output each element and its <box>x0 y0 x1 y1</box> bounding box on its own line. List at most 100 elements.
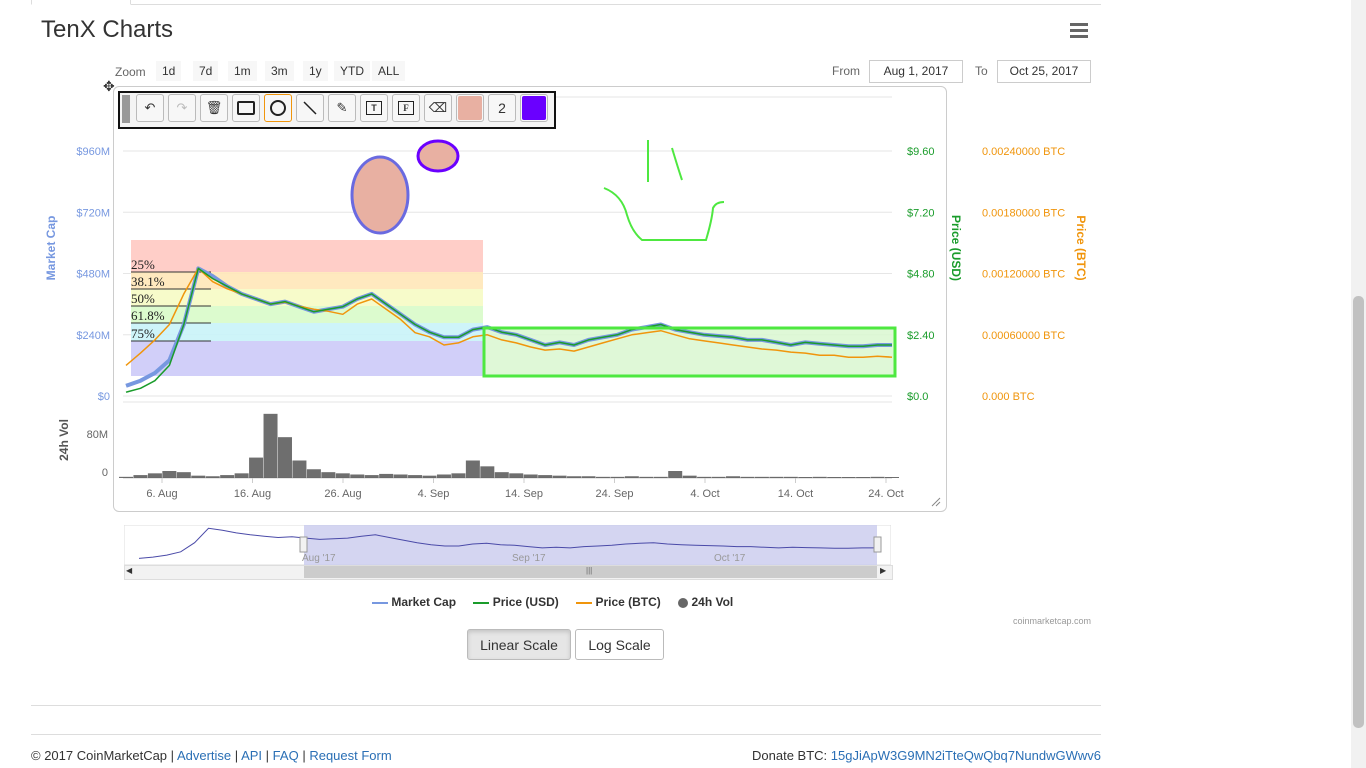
market-cap-tick-label: $480M <box>76 269 110 281</box>
from-date-input[interactable]: Aug 1, 2017 <box>869 60 963 83</box>
volume-tick-label: 0 <box>102 467 108 479</box>
resize-handle-icon <box>931 497 941 507</box>
price-usd-tick-label: $9.60 <box>907 146 935 158</box>
rectangle-tool-icon[interactable] <box>232 94 260 122</box>
x-tick-label: 16. Aug <box>234 488 271 500</box>
font-tool-icon[interactable]: F <box>392 94 420 122</box>
navigator[interactable]: Aug '17 Sep '17 Oct '17 <box>124 525 891 565</box>
volume-axis-title: 24h Vol <box>57 419 71 461</box>
price-usd-tick-label: $2.40 <box>907 330 935 342</box>
volume-bar <box>798 477 813 478</box>
toolbar-drag-handle[interactable] <box>122 95 130 123</box>
zoom-all-button[interactable]: ALL <box>372 61 406 81</box>
ellipse-tool-icon[interactable] <box>264 94 292 122</box>
legend-market-cap[interactable]: Market Cap <box>391 595 457 609</box>
legend-volume[interactable]: 24h Vol <box>691 595 734 609</box>
price-usd-tick-label: $4.80 <box>907 269 935 281</box>
volume-bar <box>783 476 798 478</box>
zoom-7d-button[interactable]: 7d <box>193 61 219 81</box>
donate-section: Donate BTC: 15gJiApW3G9MN2iTteQwQbq7Nund… <box>752 748 1101 763</box>
donate-label: Donate BTC: <box>752 748 828 763</box>
price-btc-axis-title: Price (BTC) <box>1074 215 1088 280</box>
fibonacci-zone <box>131 272 483 289</box>
pencil-tool-icon[interactable]: ✎ <box>328 94 356 122</box>
advertise-link[interactable]: Advertise <box>176 748 232 763</box>
volume-bar <box>393 474 408 478</box>
active-tab[interactable] <box>31 0 131 5</box>
volume-bar <box>624 476 639 478</box>
navigator-scrollbar-thumb[interactable] <box>304 566 877 578</box>
volume-bar <box>885 477 899 478</box>
navigator-label-oct: Oct '17 <box>714 553 746 564</box>
to-date-input[interactable]: Oct 25, 2017 <box>997 60 1091 83</box>
volume-bar <box>480 466 495 478</box>
redo-icon[interactable]: ↷ <box>168 94 196 122</box>
log-scale-button[interactable]: Log Scale <box>575 629 664 660</box>
line-tool-icon[interactable] <box>296 94 324 122</box>
volume-bar <box>841 477 856 478</box>
credit-link[interactable]: coinmarketcap.com <box>1013 616 1092 626</box>
zoom-3m-button[interactable]: 3m <box>265 61 294 81</box>
market-cap-tick-label: $720M <box>76 207 110 219</box>
volume-bar <box>740 476 755 478</box>
fill-color-swatch[interactable] <box>456 94 484 122</box>
ellipse-annotation-small <box>416 139 460 173</box>
highlight-rectangle-fill <box>484 328 895 376</box>
page-scrollbar-thumb[interactable] <box>1353 296 1364 728</box>
request-form-link[interactable]: Request Form <box>309 748 392 763</box>
api-link[interactable]: API <box>241 748 263 763</box>
volume-bar <box>379 473 394 478</box>
stroke-color-swatch[interactable] <box>520 94 548 122</box>
text-tool-icon[interactable]: T <box>360 94 388 122</box>
volume-bar <box>856 477 871 478</box>
volume-bar <box>263 413 278 478</box>
copyright-text: © 2017 CoinMarketCap | <box>31 748 175 763</box>
navigator-line <box>138 527 876 559</box>
market-cap-axis-title: Market Cap <box>44 216 58 281</box>
zoom-1d-button[interactable]: 1d <box>156 61 182 81</box>
zoom-1m-button[interactable]: 1m <box>228 61 257 81</box>
page-title: TenX Charts <box>41 16 174 43</box>
volume-bar <box>653 476 668 478</box>
scroll-left-icon[interactable]: ◀ <box>126 566 133 575</box>
volume-bar <box>682 475 697 478</box>
axis-labels: $960M $720M $480M $240M $0 $9.60 $7.20 $4.80 $2.… <box>44 146 1088 500</box>
volume-bar <box>205 476 220 478</box>
zoom-1y-button[interactable]: 1y <box>303 61 328 81</box>
x-tick-label: 14. Oct <box>778 488 813 500</box>
divider <box>31 734 1101 735</box>
scroll-right-icon[interactable]: ▶ <box>880 566 887 575</box>
legend-price-usd[interactable]: Price (USD) <box>492 595 559 609</box>
market-cap-tick-label: $0 <box>98 391 110 403</box>
move-cursor-icon[interactable]: ✥ <box>103 78 115 94</box>
volume-bar <box>668 471 683 478</box>
volume-bar <box>176 472 191 478</box>
volume-bar <box>350 474 365 478</box>
undo-icon[interactable]: ↶ <box>136 94 164 122</box>
stroke-width-selector[interactable]: 2 <box>488 94 516 122</box>
donate-address-link[interactable]: 15gJiApW3G9MN2iTteQwQbq7NundwGWwv6 <box>830 748 1101 763</box>
legend: Market Cap Price (USD) Price (BTC) 24h V… <box>372 595 733 609</box>
hamburger-menu-icon[interactable] <box>1070 23 1088 39</box>
volume-bar <box>769 476 784 478</box>
volume-bar <box>364 475 379 478</box>
linear-scale-button[interactable]: Linear Scale <box>467 629 571 660</box>
volume-tick-label: 80M <box>87 429 108 441</box>
volume-bar <box>754 476 769 478</box>
footer-separator: | <box>265 748 270 763</box>
x-tick-label: 26. Aug <box>324 488 361 500</box>
price-usd-axis-title: Price (USD) <box>949 215 963 281</box>
legend-price-btc-swatch <box>576 601 593 604</box>
volume-bar <box>523 474 538 478</box>
legend-price-btc[interactable]: Price (BTC) <box>595 595 661 609</box>
trash-icon[interactable]: 🗑 <box>200 94 228 122</box>
freehand-annotation-smile <box>603 187 725 241</box>
navigator-series <box>138 527 876 559</box>
volume-bar <box>277 437 292 478</box>
zoom-ytd-button[interactable]: YTD <box>334 61 370 81</box>
volume-bar <box>827 477 842 478</box>
faq-link[interactable]: FAQ <box>272 748 299 763</box>
eraser-tool-icon[interactable]: ⌫ <box>424 94 452 122</box>
volume-bar <box>422 475 437 478</box>
fibonacci-level-label: 25% <box>131 257 155 272</box>
